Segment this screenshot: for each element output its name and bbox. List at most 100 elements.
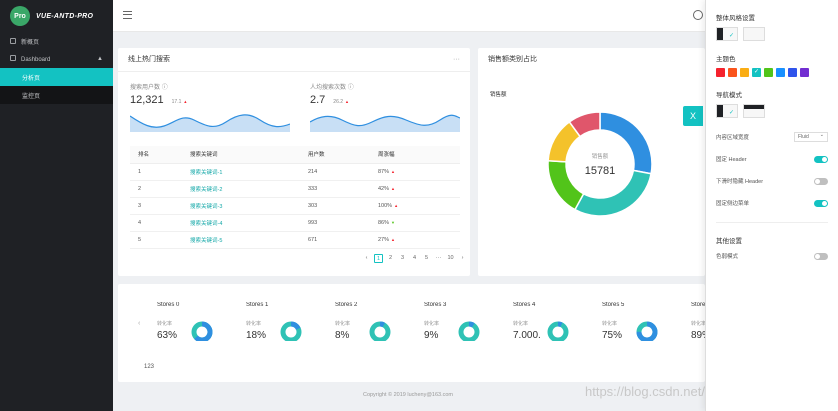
- users-cell: 333: [300, 180, 370, 198]
- color-swatch[interactable]: [776, 68, 785, 77]
- setting-toggle[interactable]: [814, 252, 828, 260]
- setting-label: 下滑时隐藏 Header: [716, 179, 764, 185]
- top-nav-option[interactable]: [743, 104, 765, 118]
- keyword-link[interactable]: 搜索关键词-2: [182, 180, 300, 198]
- more-icon[interactable]: ···: [453, 56, 460, 63]
- search-table: 排名 搜索关键词 用户数 周涨幅 1 搜索关键词-1 214 87% ▲ 2 搜索关键词-2…: [130, 146, 460, 249]
- search-card: 线上热门搜索 ··· 搜索用户数 ⓘ 12,321 17.1 ▲ 人均搜索次数 ⓘ …: [118, 48, 470, 276]
- stores-card: ‹ 123: [118, 284, 705, 382]
- table-row: 4 搜索关键词-4 993 86% ▼: [130, 214, 460, 232]
- color-swatch[interactable]: [740, 68, 749, 77]
- home-icon: [10, 38, 16, 44]
- chevron-up-icon: ▲: [97, 56, 103, 62]
- store-name: Stores 0: [157, 302, 180, 308]
- store-label: 转化率: [513, 321, 529, 327]
- sidebar-item-dashboard[interactable]: Dashboard ▲: [0, 50, 113, 68]
- rank-cell: 4: [130, 214, 182, 232]
- store-name: Stores 2: [335, 302, 358, 308]
- store-ring: [369, 321, 391, 341]
- ring-fill: [369, 321, 391, 341]
- ring-fill: [191, 321, 213, 341]
- color-swatch[interactable]: [800, 68, 809, 77]
- color-swatch[interactable]: [764, 68, 773, 77]
- sidebar-item-label: 新概页: [21, 39, 40, 46]
- caret-down-icon: ▼: [391, 219, 395, 225]
- col-keyword[interactable]: 搜索关键词: [182, 146, 300, 164]
- store-item[interactable]: Stores 2 转化率 8%: [335, 302, 420, 341]
- store-name: Stores 3: [424, 302, 447, 308]
- color-swatch[interactable]: [728, 68, 737, 77]
- info-icon[interactable]: ⓘ: [347, 85, 354, 91]
- power-icon[interactable]: [693, 10, 703, 20]
- sales-card-title: 销售额类别占比: [488, 56, 537, 63]
- page-button[interactable]: ···: [435, 255, 442, 261]
- nav-options: ✓: [716, 104, 828, 118]
- col-rank[interactable]: 排名: [130, 146, 182, 164]
- page-button[interactable]: 1: [374, 254, 383, 263]
- rank-cell: 1: [130, 163, 182, 181]
- setting-toggle[interactable]: [814, 155, 828, 163]
- page-button[interactable]: 5: [424, 255, 429, 261]
- store-item[interactable]: Stores 5 转化率 75%: [602, 302, 687, 341]
- caret-up-icon: ▲: [183, 99, 188, 104]
- store-item[interactable]: Stores 1 转化率 18%: [246, 302, 331, 341]
- rank-cell: 5: [130, 231, 182, 249]
- stat-value: 12,321: [130, 94, 164, 106]
- style-title: 整体风格设置: [716, 15, 755, 22]
- nav-title: 导航模式: [716, 92, 742, 99]
- sidebar-item-analysis[interactable]: 分析页: [0, 68, 113, 86]
- light-theme-option[interactable]: [743, 27, 765, 41]
- store-value: 89%: [691, 330, 712, 341]
- donut-slice-E[interactable]: [568, 111, 601, 138]
- color-swatch[interactable]: ✓: [752, 68, 761, 77]
- drawer-close-button[interactable]: X: [683, 106, 703, 126]
- page-button[interactable]: 2: [388, 255, 393, 261]
- color-swatch[interactable]: [716, 68, 725, 77]
- store-label: 转化率: [246, 321, 262, 327]
- color-title: 主题色: [716, 56, 736, 63]
- sidebar-item-monitor[interactable]: 监控页: [22, 93, 41, 100]
- col-change[interactable]: 周涨幅: [370, 146, 460, 164]
- settings-drawer: 整体风格设置 ✓ 主题色 ✓ 导航模式 ✓ 内容区域宽度 Fluid 固定 Head…: [705, 0, 838, 411]
- keyword-link[interactable]: 搜索关键词-5: [182, 231, 300, 249]
- info-icon[interactable]: ⓘ: [161, 85, 168, 91]
- color-swatch[interactable]: [788, 68, 797, 77]
- stores-footer-number: 123: [144, 364, 155, 370]
- keyword-link[interactable]: 搜索关键词-4: [182, 214, 300, 232]
- dashboard-icon: [10, 55, 16, 61]
- setting-toggle[interactable]: [814, 177, 828, 185]
- prev-page-button[interactable]: ‹: [365, 255, 368, 261]
- next-page-button[interactable]: ›: [461, 255, 464, 261]
- store-value: 9%: [424, 330, 439, 341]
- stat-avg-search: 人均搜索次数 ⓘ 2.7 26.2 ▲: [310, 82, 354, 106]
- dark-theme-option[interactable]: ✓: [716, 27, 738, 41]
- col-users[interactable]: 用户数: [300, 146, 370, 164]
- keyword-link[interactable]: 搜索关键词-1: [182, 163, 300, 181]
- store-item[interactable]: Stores 4 转化率 7.000.: [513, 302, 598, 341]
- stat-value: 2.7: [310, 94, 326, 106]
- stores-prev-arrow[interactable]: ‹: [138, 320, 141, 327]
- menu-toggle-icon[interactable]: [123, 11, 132, 19]
- side-nav-option[interactable]: ✓: [716, 104, 738, 118]
- keyword-link[interactable]: 搜索关键词-3: [182, 197, 300, 215]
- ring-fill: [547, 321, 569, 341]
- store-item[interactable]: Stores 0 转化率 63%: [157, 302, 242, 341]
- table-row: 3 搜索关键词-3 303 100% ▲: [130, 197, 460, 215]
- page-button[interactable]: 3: [400, 255, 405, 261]
- avg-search-sparkline: [310, 114, 460, 132]
- pagination: ‹ 1 2 3 4 5 ··· 10 ›: [362, 254, 467, 263]
- change-value: 86%: [378, 219, 390, 226]
- content-width-select[interactable]: Fluid: [794, 131, 828, 142]
- sidebar-item-home[interactable]: 新概页: [0, 32, 113, 50]
- users-cell: 993: [300, 214, 370, 232]
- store-name: Stores 1: [246, 302, 269, 308]
- page-button[interactable]: 10: [447, 255, 454, 261]
- logo[interactable]: Pro VUE-ANTD-PRO: [0, 0, 113, 32]
- users-cell: 671: [300, 231, 370, 249]
- stat-change: 26.2: [333, 99, 344, 105]
- style-options: ✓: [716, 27, 828, 41]
- setting-toggle[interactable]: [814, 199, 828, 207]
- page-button[interactable]: 4: [412, 255, 417, 261]
- store-item[interactable]: Stores 3 转化率 9%: [424, 302, 509, 341]
- donut-slice-B[interactable]: [573, 169, 652, 217]
